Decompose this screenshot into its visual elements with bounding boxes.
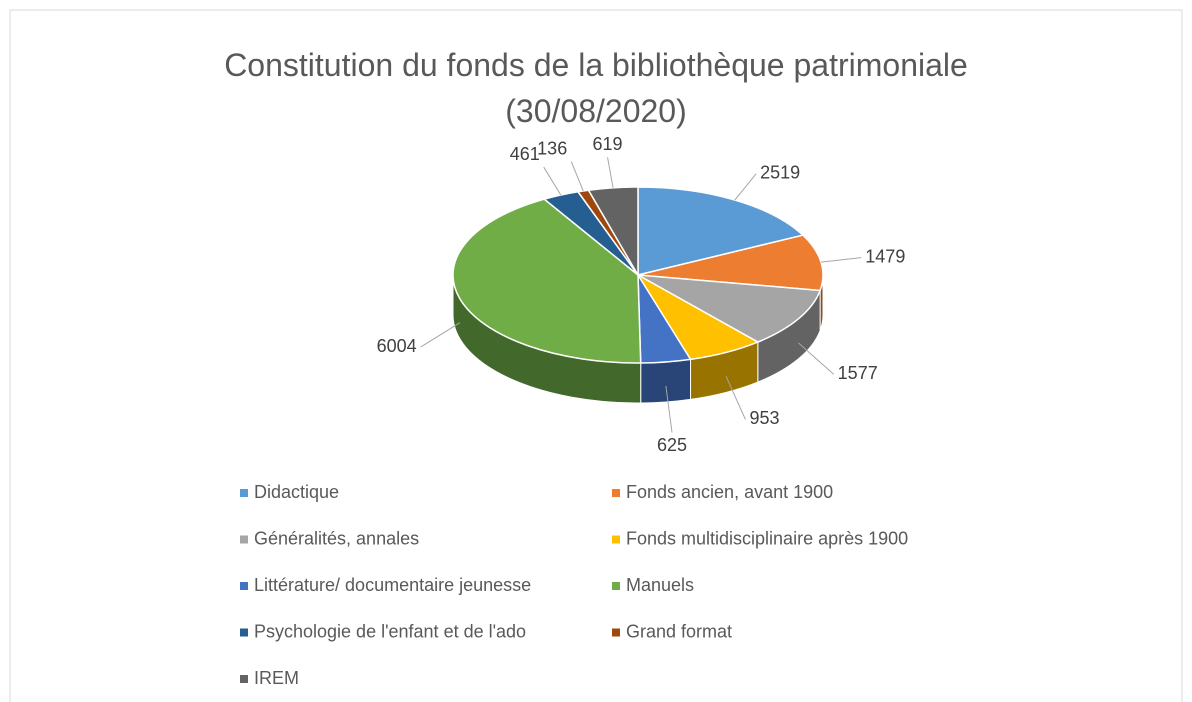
data-label: 619 [593,134,623,154]
data-label: 1479 [865,246,905,266]
legend-swatch [240,675,248,683]
chart-title: Constitution du fonds de la bibliothèque… [224,47,968,129]
data-label: 461 [510,144,540,164]
legend-swatch [240,582,248,590]
legend-swatch [612,489,620,497]
legend-label: Littérature/ documentaire jeunesse [254,575,531,595]
legend-label: Fonds multidisciplinaire après 1900 [626,528,908,548]
data-label: 136 [537,138,567,158]
legend-label: Psychologie de l'enfant et de l'ado [254,621,526,641]
chart-frame [9,9,1183,702]
legend-swatch [240,489,248,497]
leader-line [820,257,862,263]
data-label: 953 [749,408,779,428]
legend-label: Manuels [626,575,694,595]
data-label: 1577 [838,363,878,383]
legend-swatch [240,628,248,637]
leader-line [665,385,673,433]
slice [637,274,822,343]
leader-line [607,157,614,188]
leader-line [725,376,746,420]
data-label: 6004 [377,336,417,356]
legend-label: IREM [254,668,299,688]
leader-line [420,322,461,348]
legend-swatch [612,628,620,637]
leader-line [798,342,835,375]
legend-label: Fonds ancien, avant 1900 [626,482,833,502]
slice [587,186,639,278]
legend-swatch [612,582,620,590]
leader-line [734,173,757,201]
legend-label: Didactique [254,482,339,502]
data-label: 625 [657,435,687,455]
legend-label: Grand format [626,621,732,641]
slice [637,234,824,292]
legend-label: Généralités, annales [254,528,419,548]
leader-line [543,166,562,196]
legend-swatch [612,535,620,544]
slice-side [640,358,692,404]
data-label: 2519 [760,163,800,183]
leader-line [570,161,584,192]
legend-swatch [240,535,248,544]
